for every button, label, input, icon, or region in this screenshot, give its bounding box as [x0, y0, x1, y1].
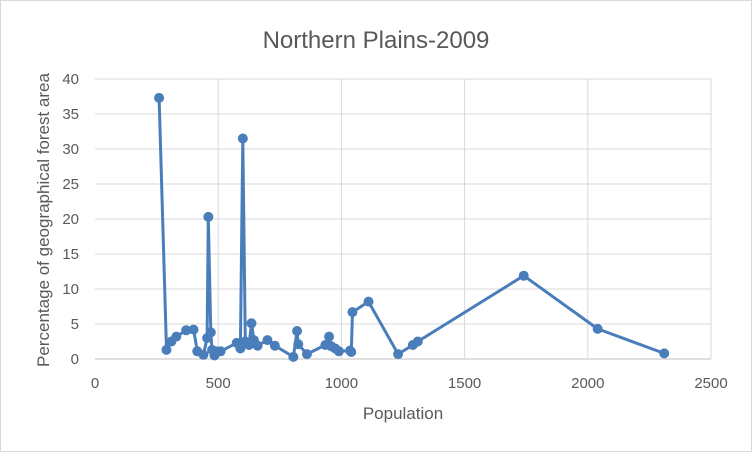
data-point [161, 344, 172, 355]
data-point [205, 327, 216, 338]
y-axis-title: Percentage of geographical forest area [34, 73, 53, 367]
data-point [412, 336, 423, 347]
x-tick-label: 0 [91, 375, 99, 392]
y-tick-label: 10 [62, 281, 79, 298]
data-point [237, 133, 248, 144]
data-point [518, 270, 529, 281]
data-point [346, 347, 357, 357]
data-point [363, 296, 374, 307]
data-point [188, 324, 199, 335]
data-point [333, 346, 344, 357]
data-point [269, 340, 280, 351]
data-point [592, 323, 603, 334]
x-axis-title: Population [363, 404, 443, 423]
y-tick-label: 15 [62, 246, 79, 263]
x-tick-label: 2000 [571, 375, 604, 392]
gridlines [95, 78, 712, 360]
data-series [154, 92, 670, 362]
chart-title: Northern Plains-2009 [263, 27, 490, 54]
series-line [157, 97, 665, 359]
data-point [347, 307, 358, 318]
tick-labels: 0 5 10 15 20 25 30 35 40 0 500 1000 1500 2000 2500 [62, 71, 727, 392]
data-point [198, 349, 209, 360]
data-point [215, 346, 226, 357]
x-tick-label: 1000 [325, 375, 358, 392]
data-point [288, 351, 299, 362]
data-point [203, 211, 214, 222]
y-tick-label: 40 [62, 71, 79, 88]
x-tick-label: 500 [206, 375, 231, 392]
y-tick-label: 25 [62, 176, 79, 193]
data-point [293, 339, 304, 350]
data-point [181, 325, 192, 336]
data-point [292, 326, 303, 336]
x-tick-label: 2500 [694, 375, 727, 392]
data-point [659, 348, 670, 359]
data-point [171, 331, 182, 342]
data-point [235, 343, 246, 354]
data-point [246, 318, 257, 329]
data-point [324, 331, 335, 342]
data-point [252, 340, 263, 351]
data-point [393, 349, 404, 360]
y-tick-label: 20 [62, 211, 79, 228]
y-tick-label: 30 [62, 141, 79, 158]
data-point [262, 335, 273, 346]
data-point [301, 349, 312, 360]
data-point [154, 92, 165, 103]
y-tick-label: 35 [62, 106, 79, 123]
y-tick-label: 0 [71, 351, 79, 368]
y-tick-label: 5 [71, 316, 79, 333]
x-tick-label: 1500 [448, 375, 481, 392]
